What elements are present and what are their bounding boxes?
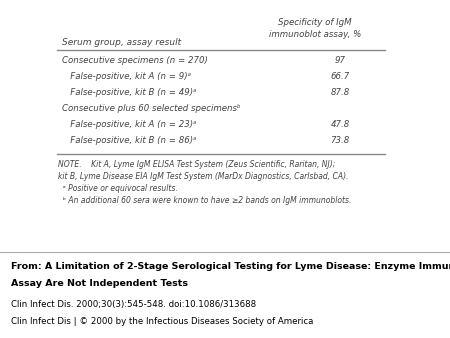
Text: 47.8: 47.8 <box>330 120 350 129</box>
Text: 97: 97 <box>334 56 346 65</box>
Text: NOTE.    Kit A, Lyme IgM ELISA Test System (Zeus Scientific, Raritan, NJ);: NOTE. Kit A, Lyme IgM ELISA Test System … <box>58 160 335 169</box>
Text: From: A Limitation of 2-Stage Serological Testing for Lyme Disease: Enzyme Immun: From: A Limitation of 2-Stage Serologica… <box>11 262 450 271</box>
Text: immunoblot assay, %: immunoblot assay, % <box>269 30 361 39</box>
Text: False-positive, kit A (n = 9)ᵃ: False-positive, kit A (n = 9)ᵃ <box>62 72 191 81</box>
Text: False-positive, kit B (n = 49)ᵃ: False-positive, kit B (n = 49)ᵃ <box>62 88 197 97</box>
Text: Clin Infect Dis. 2000;30(3):545-548. doi:10.1086/313688: Clin Infect Dis. 2000;30(3):545-548. doi… <box>11 300 256 309</box>
Text: Consecutive plus 60 selected specimensᵇ: Consecutive plus 60 selected specimensᵇ <box>62 104 241 113</box>
Text: Consecutive specimens (n = 270): Consecutive specimens (n = 270) <box>62 56 208 65</box>
Text: kit B, Lyme Disease EIA IgM Test System (MarDx Diagnostics, Carlsbad, CA).: kit B, Lyme Disease EIA IgM Test System … <box>58 172 348 181</box>
Text: Clin Infect Dis | © 2000 by the Infectious Diseases Society of America: Clin Infect Dis | © 2000 by the Infectio… <box>11 317 314 326</box>
Text: ᵃ Positive or equivocal results.: ᵃ Positive or equivocal results. <box>58 184 178 193</box>
Text: 66.7: 66.7 <box>330 72 350 81</box>
Text: Serum group, assay result: Serum group, assay result <box>62 38 181 47</box>
Text: False-positive, kit B (n = 86)ᵃ: False-positive, kit B (n = 86)ᵃ <box>62 136 197 145</box>
Text: 73.8: 73.8 <box>330 136 350 145</box>
Text: Assay Are Not Independent Tests: Assay Are Not Independent Tests <box>11 280 188 288</box>
Text: False-positive, kit A (n = 23)ᵃ: False-positive, kit A (n = 23)ᵃ <box>62 120 197 129</box>
Text: ᵇ An additional 60 sera were known to have ≥2 bands on IgM immunoblots.: ᵇ An additional 60 sera were known to ha… <box>58 196 351 205</box>
Text: 87.8: 87.8 <box>330 88 350 97</box>
Text: Specificity of IgM: Specificity of IgM <box>278 18 352 27</box>
